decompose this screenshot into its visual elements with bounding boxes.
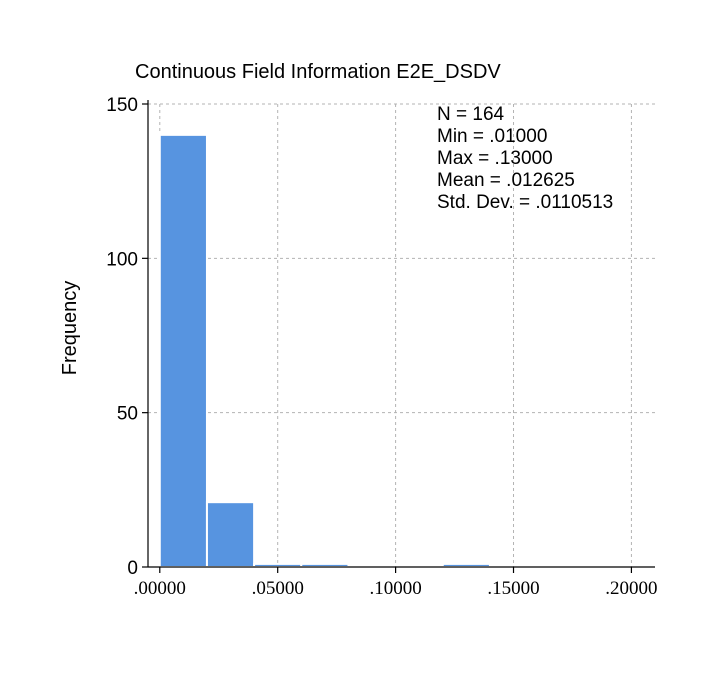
statistics-box: N = 164 Min = .01000 Max = .13000 Mean =… (437, 104, 613, 213)
stat-std-dev: Std. Dev. = .0110513 (437, 192, 613, 213)
y-tick-label: 100 (106, 249, 138, 270)
stat-n: N = 164 (437, 104, 505, 125)
histogram-bars (158, 133, 491, 568)
y-tick-label: 50 (117, 404, 138, 425)
histogram-bar (205, 501, 256, 568)
stat-max: Max = .13000 (437, 148, 553, 169)
x-tick-label: .05000 (252, 578, 304, 599)
x-tick-labels: .00000 .05000 .10000 .15000 .20000 (134, 578, 658, 599)
y-axis-label: Frequency (59, 281, 81, 376)
y-tick-label: 150 (106, 95, 138, 116)
x-tick-label: .10000 (369, 578, 421, 599)
stat-mean: Mean = .012625 (437, 170, 575, 191)
histogram-bar (158, 133, 208, 568)
chart-title: Continuous Field Information E2E_DSDV (135, 61, 501, 83)
stat-min: Min = .01000 (437, 126, 547, 147)
y-tick-label: 0 (127, 558, 138, 579)
axes (142, 100, 655, 573)
gridlines (148, 103, 655, 567)
x-tick-label: .20000 (605, 578, 657, 599)
y-tick-labels: 0 50 100 150 (106, 95, 138, 579)
x-tick-label: .00000 (134, 578, 186, 599)
x-tick-label: .15000 (487, 578, 539, 599)
